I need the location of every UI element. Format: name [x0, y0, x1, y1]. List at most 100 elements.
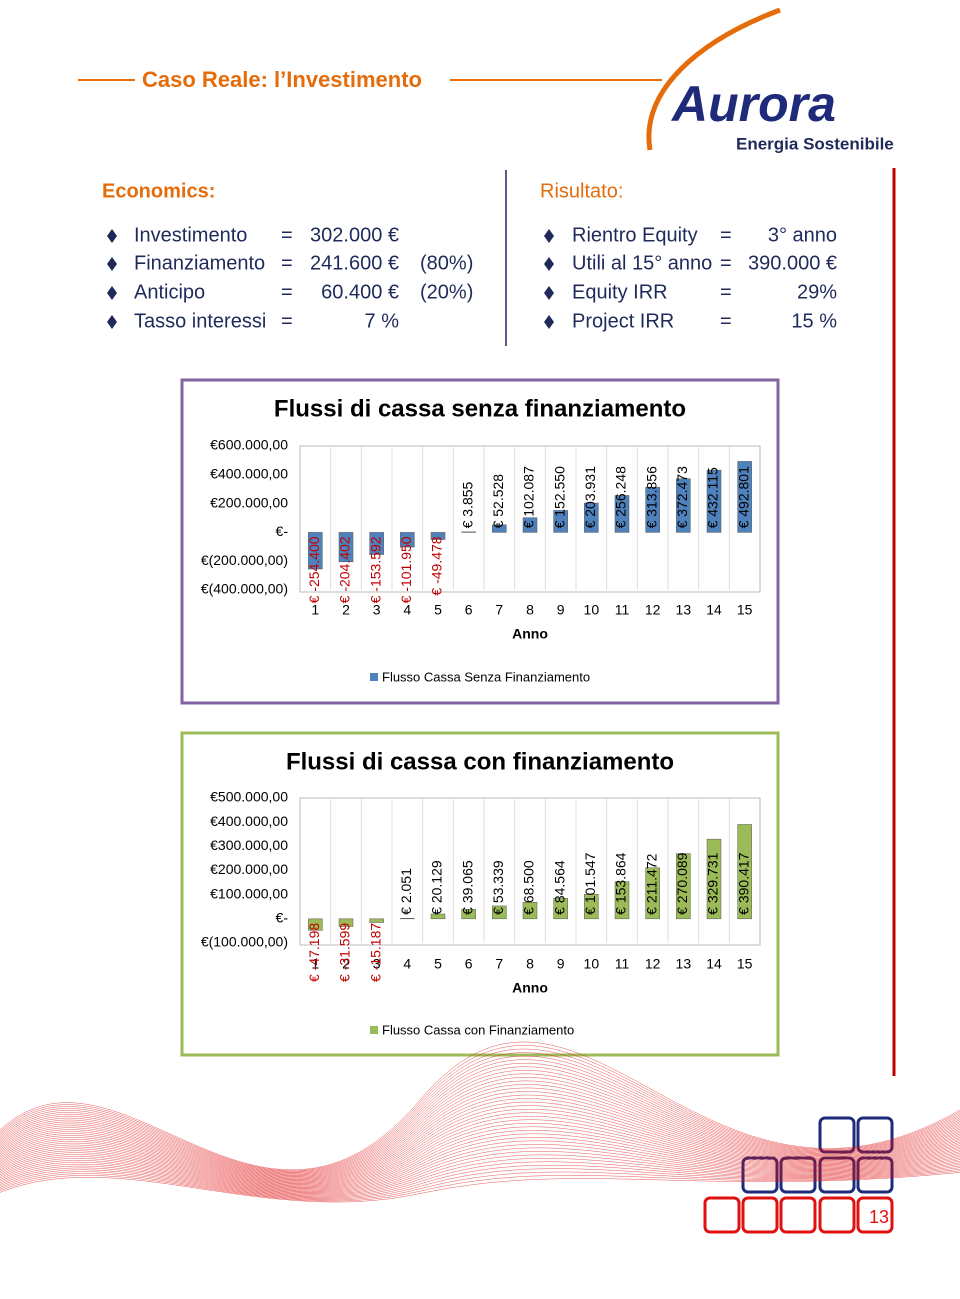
x-tick-label: 8: [526, 602, 534, 618]
x-tick-label: 5: [434, 602, 442, 618]
value-label: € 152.550: [551, 466, 567, 528]
decor-wave: [0, 1172, 960, 1203]
x-tick-label: 12: [645, 602, 661, 618]
value-label: € 101.547: [582, 852, 598, 914]
bar: [584, 894, 599, 920]
x-tick-label: 15: [737, 602, 753, 618]
x-tick-label: 9: [557, 956, 565, 972]
value-label: € 270.089: [674, 852, 690, 914]
plot-frame: [299, 445, 761, 593]
row-label: Equity IRR: [572, 281, 668, 303]
value-label: € -31.599: [337, 923, 353, 982]
y-tick-label: €400.000,00: [210, 466, 288, 482]
bar: [553, 898, 568, 920]
row-value: 302.000 €: [310, 224, 399, 246]
value-label: € -153.592: [367, 536, 383, 603]
decor-wave: [0, 1164, 960, 1199]
x-tick-label: 9: [557, 602, 565, 618]
bar: [737, 461, 752, 533]
bar: [522, 517, 538, 533]
x-tick-label: 1: [311, 602, 319, 618]
decor-wave: [0, 1080, 960, 1179]
bullet: [107, 286, 117, 300]
decor-wave: [0, 1062, 960, 1175]
decor-square: [856, 1196, 894, 1234]
decor-square: [818, 1116, 856, 1154]
decor-wave: [0, 1147, 960, 1195]
decor-wave: [0, 1116, 960, 1187]
y-tick-label: €200.000,00: [210, 494, 288, 510]
bullet: [107, 315, 117, 329]
decor-wave: [0, 1154, 960, 1196]
row-label: Finanziamento: [134, 252, 265, 274]
x-tick-label: 14: [706, 602, 722, 618]
bar: [706, 469, 722, 533]
bar: [522, 902, 538, 920]
bar: [706, 838, 722, 920]
decor-wave: [0, 1098, 960, 1183]
x-tick-label: 5: [434, 956, 442, 972]
legend-swatch: [370, 1026, 378, 1034]
row-equals: =: [720, 224, 732, 246]
decor-wave: [0, 1119, 960, 1188]
decor-wave: [0, 1112, 960, 1186]
logo-subtitle: Energia Sostenibile: [736, 134, 894, 153]
decor-wave: [0, 1048, 960, 1172]
legend-label: Flusso Cassa Senza Finanziamento: [382, 669, 590, 684]
bar: [308, 532, 323, 570]
decor-wave: [0, 1059, 960, 1175]
bar: [645, 486, 660, 533]
value-label: € 313.856: [643, 466, 659, 528]
x-tick-label: 6: [465, 602, 473, 618]
decor-wave: [0, 1066, 960, 1176]
row-value: 7 %: [365, 310, 400, 332]
row-equals: =: [281, 310, 293, 332]
bar: [369, 918, 384, 923]
decor-wave: [0, 1161, 960, 1198]
decor-square: [818, 1196, 856, 1234]
decor-square: [779, 1196, 817, 1234]
decor-wave: [0, 1144, 960, 1194]
legend-label: Flusso Cassa con Finanziamento: [382, 1022, 574, 1037]
x-tick-label: 11: [615, 602, 630, 618]
value-label: € -204.402: [337, 536, 353, 603]
decor-wave: [0, 1077, 960, 1178]
bar: [400, 532, 415, 548]
bar: [492, 905, 507, 920]
decor-wave: [0, 1151, 960, 1195]
x-tick-label: 12: [645, 956, 661, 972]
value-label: € 39.065: [459, 860, 475, 915]
page-number: 13: [869, 1207, 889, 1227]
y-tick-label: €600.000,00: [210, 437, 288, 453]
section-heading: Risultato:: [540, 180, 623, 202]
decor-wave: [0, 1158, 960, 1197]
page-title: Caso Reale: l’Investimento: [142, 67, 422, 92]
row-note: (80%): [420, 252, 473, 274]
row-label: Tasso interessi: [134, 310, 266, 332]
bullet: [107, 257, 117, 271]
value-label: € -254.400: [306, 536, 322, 603]
value-label: € 68.500: [521, 860, 537, 915]
y-tick-label: €100.000,00: [210, 885, 288, 901]
x-tick-label: 1: [311, 956, 319, 972]
row-equals: =: [281, 224, 293, 246]
x-tick-label: 4: [403, 602, 411, 618]
bar: [584, 502, 599, 533]
bar: [430, 532, 446, 540]
bar: [737, 824, 752, 920]
decor-square: [741, 1196, 779, 1234]
bullet: [544, 257, 554, 271]
decor-wave: [0, 1052, 960, 1173]
decor-wave: [0, 1108, 960, 1186]
y-tick-label: €(400.000,00): [201, 581, 288, 597]
y-tick-label: €500.000,00: [210, 789, 288, 805]
plot-frame: [299, 797, 761, 946]
x-tick-label: 2: [342, 956, 350, 972]
row-value: 3° anno: [768, 224, 837, 246]
x-tick-label: 10: [584, 602, 600, 618]
bar: [338, 918, 354, 927]
x-tick-label: 10: [584, 956, 600, 972]
decor-square: [703, 1196, 741, 1234]
value-label: € 390.417: [735, 852, 751, 914]
decor-wave: [0, 1084, 960, 1180]
